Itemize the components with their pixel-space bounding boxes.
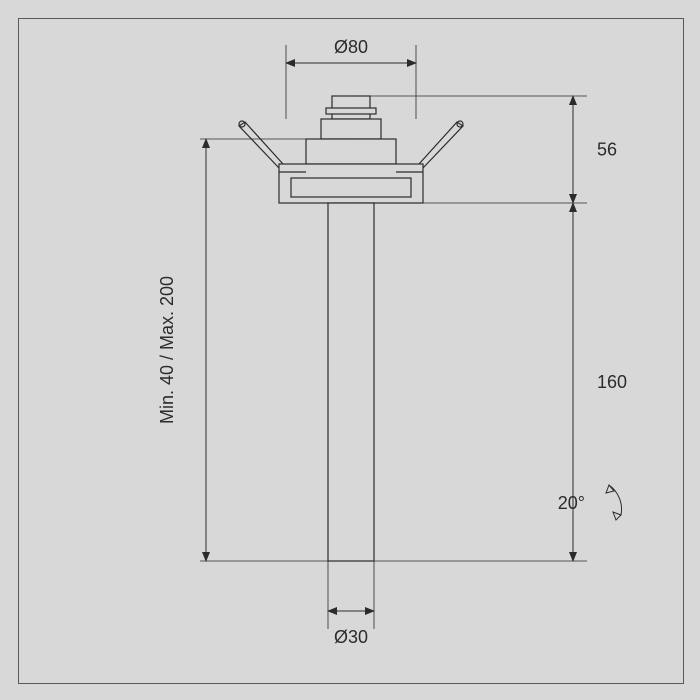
dim-upper-height: 56 bbox=[597, 140, 617, 160]
dim-bottom-diameter: Ø30 bbox=[334, 627, 368, 647]
drawing-frame: Ø80 Ø30 56 160 Min. 40 / Max. 200 20° bbox=[18, 18, 684, 684]
dim-top-diameter: Ø80 bbox=[334, 37, 368, 57]
dim-tilt-angle: 20° bbox=[558, 493, 585, 513]
dim-left-range: Min. 40 / Max. 200 bbox=[157, 276, 177, 424]
technical-drawing: Ø80 Ø30 56 160 Min. 40 / Max. 200 20° bbox=[19, 19, 683, 683]
dim-lower-height: 160 bbox=[597, 372, 627, 392]
